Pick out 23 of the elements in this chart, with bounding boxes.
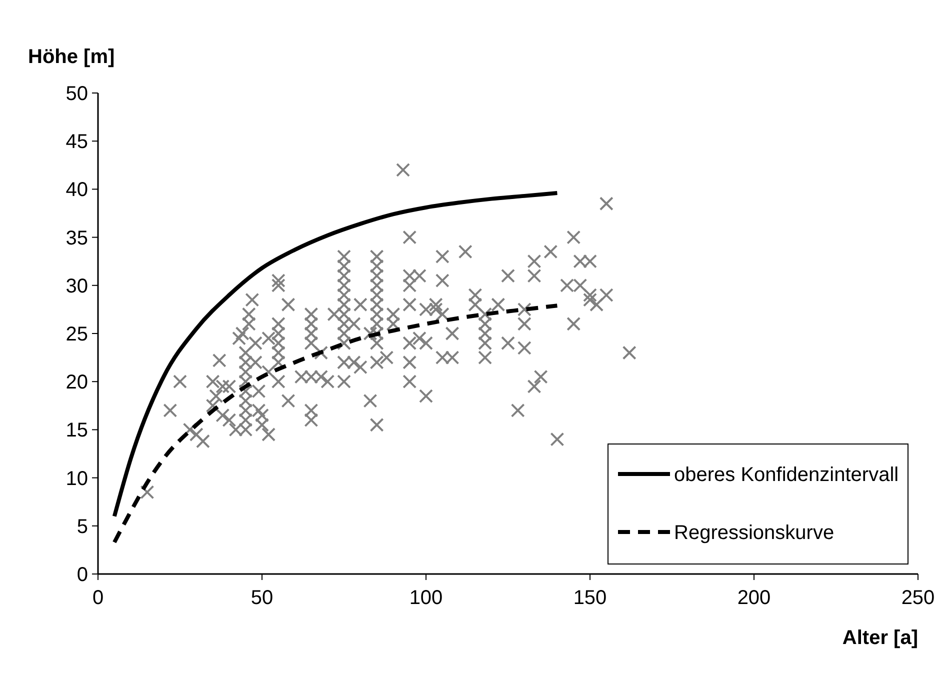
legend-label: Regressionskurve — [674, 522, 834, 544]
y-tick-label: 15 — [66, 420, 88, 442]
y-tick-label: 30 — [66, 275, 88, 298]
y-tick-label: 35 — [66, 227, 88, 250]
y-tick-label: 20 — [66, 372, 88, 394]
y-tick-label: 25 — [66, 324, 88, 346]
x-tick-label: 150 — [573, 587, 607, 609]
y-tick-label: 5 — [76, 516, 88, 538]
y-tick-label: 10 — [66, 468, 88, 490]
x-axis-title: Alter [a] — [842, 627, 918, 649]
x-tick-label: 50 — [250, 587, 274, 609]
y-tick-label: 0 — [76, 564, 88, 586]
line-series — [112, 191, 560, 518]
x-tick-label: 0 — [92, 587, 104, 609]
y-tick-label: 45 — [66, 131, 88, 154]
x-tick-label: 200 — [737, 587, 771, 609]
y-axis-title: Höhe [m] — [28, 46, 115, 68]
legend-label: oberes Konfidenzintervall — [674, 464, 899, 486]
y-tick-label: 50 — [66, 83, 88, 105]
y-tick-label: 40 — [66, 179, 88, 202]
line-series — [112, 304, 560, 544]
x-tick-label: 100 — [409, 587, 443, 609]
x-tick-label: 250 — [901, 587, 935, 609]
